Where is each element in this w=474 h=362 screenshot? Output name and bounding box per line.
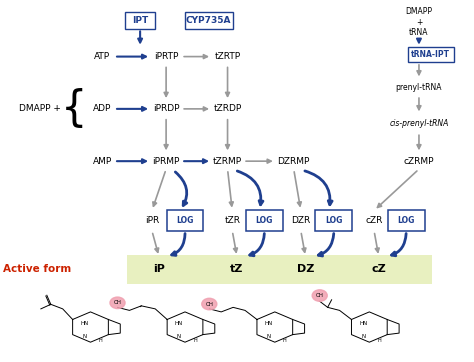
Text: HN: HN bbox=[175, 321, 183, 326]
Text: N: N bbox=[361, 334, 365, 338]
Text: AMP: AMP bbox=[93, 157, 112, 166]
Text: N: N bbox=[177, 334, 181, 338]
Text: N: N bbox=[267, 334, 271, 338]
FancyBboxPatch shape bbox=[408, 47, 454, 62]
Text: iPRDP: iPRDP bbox=[153, 104, 179, 113]
Text: tZR: tZR bbox=[224, 216, 240, 225]
Text: N: N bbox=[82, 334, 87, 338]
Text: H: H bbox=[377, 338, 381, 343]
Circle shape bbox=[202, 298, 217, 310]
Text: H: H bbox=[99, 338, 102, 343]
Text: Active form: Active form bbox=[3, 264, 71, 274]
Text: DZR: DZR bbox=[291, 216, 310, 225]
Text: cZRMP: cZRMP bbox=[404, 157, 434, 166]
Text: cZ: cZ bbox=[372, 264, 386, 274]
Text: ADP: ADP bbox=[93, 104, 111, 113]
Text: IPT: IPT bbox=[132, 16, 148, 25]
Text: {: { bbox=[61, 88, 87, 130]
Text: LOG: LOG bbox=[398, 216, 415, 225]
Text: DMAPP
+
tRNA: DMAPP + tRNA bbox=[405, 8, 432, 37]
Text: OH: OH bbox=[205, 302, 213, 307]
Circle shape bbox=[110, 297, 125, 308]
Text: HN: HN bbox=[359, 321, 367, 326]
Text: tZRTP: tZRTP bbox=[215, 52, 241, 61]
Circle shape bbox=[312, 290, 327, 301]
Text: iPRTP: iPRTP bbox=[154, 52, 178, 61]
FancyBboxPatch shape bbox=[127, 254, 432, 284]
Text: tRNA-IPT: tRNA-IPT bbox=[411, 50, 450, 59]
FancyBboxPatch shape bbox=[126, 12, 155, 29]
FancyBboxPatch shape bbox=[166, 210, 203, 231]
Text: cZR: cZR bbox=[365, 216, 383, 225]
Text: tZRMP: tZRMP bbox=[213, 157, 242, 166]
Text: HN: HN bbox=[81, 321, 89, 326]
Text: DZ: DZ bbox=[297, 264, 314, 274]
FancyBboxPatch shape bbox=[388, 210, 425, 231]
Text: iPRMP: iPRMP bbox=[153, 157, 180, 166]
Text: ATP: ATP bbox=[94, 52, 110, 61]
Text: DMAPP +: DMAPP + bbox=[18, 104, 61, 113]
Text: LOG: LOG bbox=[176, 216, 194, 225]
Text: tZRDP: tZRDP bbox=[213, 104, 242, 113]
FancyBboxPatch shape bbox=[316, 210, 352, 231]
FancyBboxPatch shape bbox=[184, 12, 233, 29]
Text: iPR: iPR bbox=[145, 216, 159, 225]
Text: prenyl-tRNA: prenyl-tRNA bbox=[396, 83, 442, 92]
Text: H: H bbox=[283, 338, 287, 343]
Text: CYP735A: CYP735A bbox=[186, 16, 231, 25]
Text: DZRMP: DZRMP bbox=[277, 157, 310, 166]
Text: HN: HN bbox=[264, 321, 273, 326]
Text: LOG: LOG bbox=[256, 216, 273, 225]
Text: OH: OH bbox=[114, 300, 121, 305]
Text: LOG: LOG bbox=[325, 216, 343, 225]
Text: cis-prenyl-tRNA: cis-prenyl-tRNA bbox=[389, 119, 449, 128]
Text: tZ: tZ bbox=[230, 264, 244, 274]
Text: H: H bbox=[193, 338, 197, 343]
Text: iP: iP bbox=[153, 264, 165, 274]
Text: OH: OH bbox=[316, 293, 324, 298]
FancyBboxPatch shape bbox=[246, 210, 283, 231]
